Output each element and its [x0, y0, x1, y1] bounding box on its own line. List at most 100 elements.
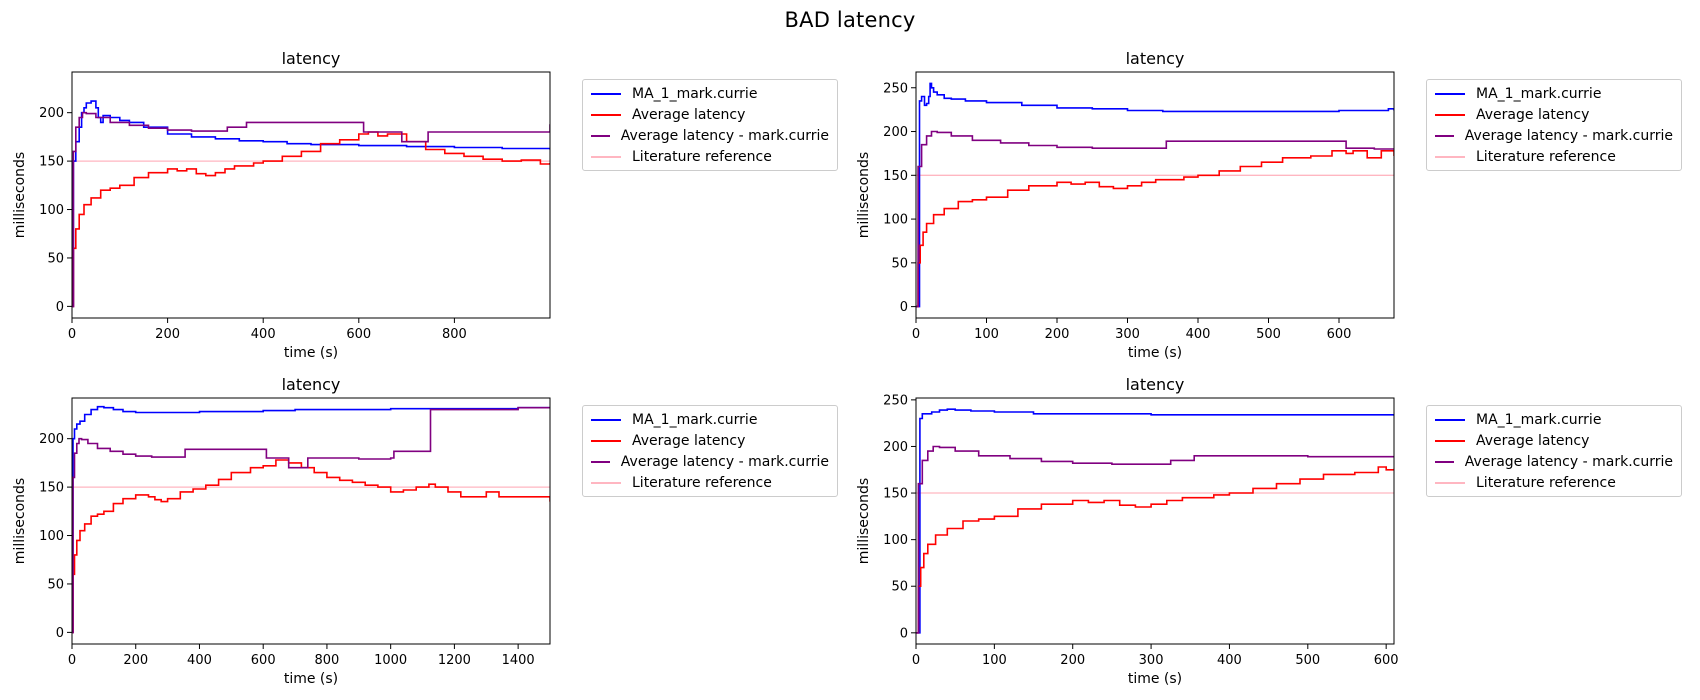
x-tick-label: 300 [1115, 327, 1140, 342]
axes-frame [71, 71, 551, 319]
legend-swatch [591, 481, 621, 484]
subplot-title: latency [1126, 49, 1185, 68]
x-tick-label: 100 [982, 653, 1007, 668]
series-line-average-latency [916, 466, 1394, 634]
legend-label: Literature reference [1476, 148, 1616, 165]
legend-swatch [591, 460, 610, 463]
legend-entry: Average latency [591, 430, 829, 451]
y-tick-label: 100 [883, 533, 908, 548]
x-axis-label: time (s) [1128, 671, 1182, 687]
plot-lines [72, 100, 550, 308]
x-tick-label: 400 [1186, 327, 1211, 342]
legend-entry: Average latency - mark.currie [591, 451, 829, 472]
legend-swatch [1435, 134, 1454, 137]
axes-frame [915, 397, 1395, 645]
x-tick-label: 0 [68, 327, 76, 342]
y-tick-label: 50 [891, 256, 908, 271]
series-line-average-latency [916, 150, 1394, 308]
legend-swatch [1435, 113, 1465, 116]
legend-entry: Literature reference [591, 146, 829, 167]
legend-swatch [591, 134, 610, 137]
x-axis-label: time (s) [284, 345, 338, 361]
y-tick-label: 0 [900, 626, 908, 641]
y-tick-label: 150 [39, 155, 64, 170]
legend-label: Literature reference [632, 474, 772, 491]
legend-label: MA_1_mark.currie [632, 85, 758, 102]
x-tick-label: 200 [1045, 327, 1070, 342]
legend-swatch [591, 92, 621, 95]
legend-entry: Average latency [1435, 430, 1673, 451]
series-line-average-latency-mark-currie [916, 445, 1394, 634]
subplot-4: 0 100 200 300 400 500 600 0 50 100 150 200 250 latenc… [856, 375, 1399, 687]
x-tick-label: 500 [1295, 653, 1320, 668]
series-line-average-latency [72, 131, 550, 308]
y-tick-label: 100 [39, 203, 64, 218]
legend: MA_1_mark.currie Average latency Average l… [1426, 79, 1682, 171]
legend-entry: Literature reference [1435, 146, 1673, 167]
y-tick-label: 250 [883, 393, 908, 408]
y-tick-label: 100 [883, 213, 908, 228]
subplot-2: 0 100 200 300 400 500 600 0 50 100 150 200 250 latenc… [856, 49, 1395, 361]
legend-entry: Average latency [1435, 104, 1673, 125]
y-tick-label: 50 [47, 577, 64, 592]
legend-label: MA_1_mark.currie [632, 411, 758, 428]
x-tick-label: 300 [1139, 653, 1164, 668]
legend-entry: MA_1_mark.currie [591, 83, 829, 104]
y-tick-label: 200 [39, 432, 64, 447]
legend-entry: Average latency - mark.currie [591, 125, 829, 146]
plot-lines [916, 408, 1394, 634]
subplot-3: 0 200 400 600 800 1000 1200 1400 0 50 100 150 200 lat… [12, 375, 551, 687]
legend-entry: MA_1_mark.currie [1435, 83, 1673, 104]
y-tick-label: 50 [891, 580, 908, 595]
legend: MA_1_mark.currie Average latency Average l… [582, 405, 838, 497]
x-tick-label: 400 [1217, 653, 1242, 668]
y-tick-label: 0 [56, 300, 64, 315]
plot-lines [916, 82, 1394, 308]
x-axis-label: time (s) [1128, 345, 1182, 361]
legend-label: MA_1_mark.currie [1476, 85, 1602, 102]
legend: MA_1_mark.currie Average latency Average l… [582, 79, 838, 171]
y-tick-label: 200 [39, 106, 64, 121]
x-tick-label: 200 [1060, 653, 1085, 668]
legend-swatch [591, 155, 621, 158]
legend-swatch [1435, 481, 1465, 484]
y-tick-label: 200 [883, 125, 908, 140]
y-tick-label: 150 [883, 169, 908, 184]
legend-label: Literature reference [1476, 474, 1616, 491]
y-axis-label: milliseconds [856, 478, 872, 564]
y-tick-label: 150 [883, 487, 908, 502]
legend-swatch [591, 439, 621, 442]
legend-entry: Literature reference [1435, 472, 1673, 493]
series-line-average-latency-mark-currie [72, 406, 550, 634]
x-tick-label: 0 [68, 653, 76, 668]
series-line-ma-1-mark-currie [916, 408, 1394, 634]
plot-lines [72, 405, 550, 634]
series-line-average-latency-mark-currie [916, 130, 1394, 308]
legend-label: Average latency - mark.currie [1464, 453, 1673, 470]
x-tick-label: 800 [442, 327, 467, 342]
y-axis-label: milliseconds [856, 152, 872, 238]
x-tick-label: 800 [315, 653, 340, 668]
series-line-ma-1-mark-currie [916, 82, 1394, 308]
legend-label: Average latency [632, 432, 746, 449]
legend-entry: Average latency [591, 104, 829, 125]
series-line-ma-1-mark-currie [72, 405, 550, 634]
legend-entry: MA_1_mark.currie [591, 409, 829, 430]
x-axis-label: time (s) [284, 671, 338, 687]
figure-title: BAD latency [784, 8, 916, 32]
x-tick-label: 400 [251, 327, 276, 342]
legend-swatch [591, 113, 621, 116]
legend-label: Average latency [1476, 432, 1590, 449]
x-tick-label: 400 [187, 653, 212, 668]
y-tick-label: 100 [39, 529, 64, 544]
x-tick-label: 1400 [502, 653, 535, 668]
x-tick-label: 500 [1256, 327, 1281, 342]
legend-label: MA_1_mark.currie [1476, 411, 1602, 428]
legend-swatch [1435, 418, 1465, 421]
x-tick-label: 100 [974, 327, 999, 342]
legend-label: Average latency [1476, 106, 1590, 123]
legend-entry: Average latency - mark.currie [1435, 451, 1673, 472]
legend-label: Average latency - mark.currie [620, 453, 829, 470]
legend-label: Average latency [632, 106, 746, 123]
legend-label: Average latency - mark.currie [1464, 127, 1673, 144]
